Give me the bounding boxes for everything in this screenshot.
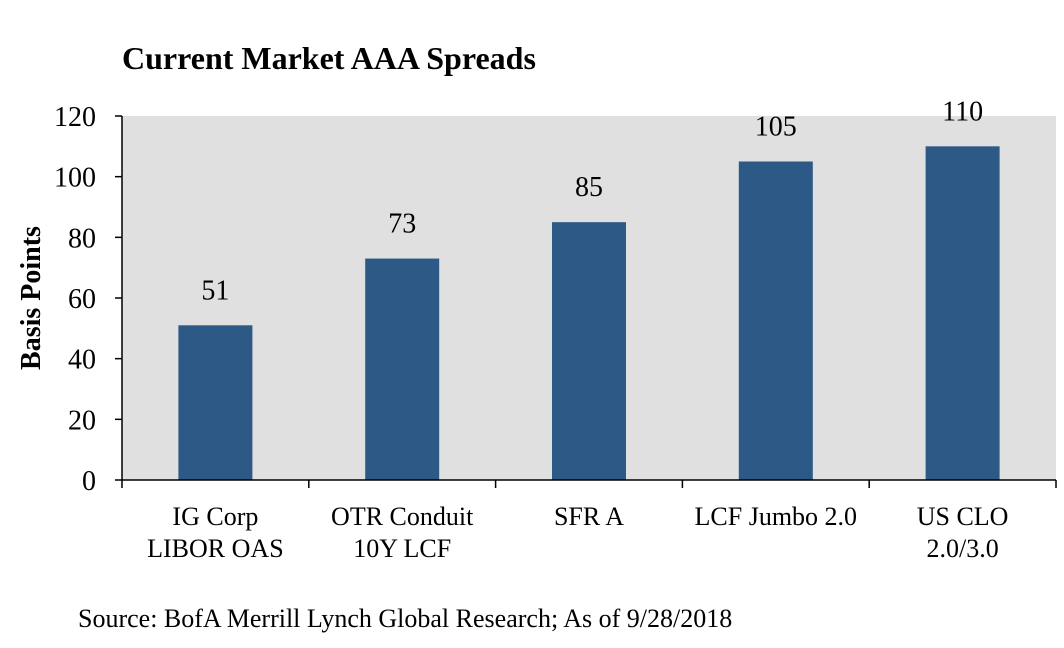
data-label: 73 bbox=[388, 209, 416, 240]
x-tick-label: OTR Conduit bbox=[331, 502, 474, 531]
source-note: Source: BofA Merrill Lynch Global Resear… bbox=[78, 604, 733, 633]
x-tick-label: 10Y LCF bbox=[353, 534, 451, 563]
axes-group: IG Corp LIBOR OAS OTR Conduit 10Y LCF SFR A L… bbox=[54, 102, 1057, 563]
bar bbox=[738, 161, 813, 480]
y-tick-label: 80 bbox=[68, 223, 96, 254]
x-tick-label: IG Corp bbox=[172, 502, 258, 531]
bar bbox=[178, 325, 253, 480]
y-tick-label: 20 bbox=[68, 405, 96, 436]
bars-group: 51 73 85 105 110 bbox=[178, 96, 1000, 481]
bar bbox=[552, 222, 626, 480]
chart-title: Current Market AAA Spreads bbox=[122, 40, 536, 76]
x-tick-label: LCF Jumbo 2.0 bbox=[695, 502, 858, 531]
y-tick-label: 60 bbox=[68, 284, 96, 315]
y-tick-label: 0 bbox=[82, 466, 96, 497]
bar bbox=[925, 146, 1000, 481]
y-tick-label: 100 bbox=[54, 163, 96, 194]
data-label: 105 bbox=[755, 112, 797, 143]
data-label: 110 bbox=[942, 96, 983, 127]
bar bbox=[365, 258, 440, 480]
y-tick-label: 40 bbox=[68, 345, 96, 376]
x-tick-label: US CLO bbox=[917, 502, 1009, 531]
x-tick-label: 2.0/3.0 bbox=[926, 534, 998, 563]
x-tick-label: SFR A bbox=[554, 502, 624, 531]
x-tick-label: LIBOR OAS bbox=[147, 534, 284, 563]
data-label: 51 bbox=[201, 275, 229, 306]
data-label: 85 bbox=[575, 172, 603, 203]
y-tick-label: 120 bbox=[54, 102, 96, 133]
y-axis-label: Basis Points bbox=[16, 226, 47, 370]
